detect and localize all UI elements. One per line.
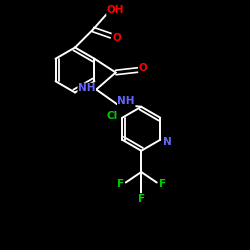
Text: NH: NH bbox=[118, 96, 135, 106]
Text: NH: NH bbox=[78, 83, 96, 93]
Text: Cl: Cl bbox=[106, 111, 117, 121]
Text: O: O bbox=[139, 63, 147, 73]
Text: O: O bbox=[112, 33, 121, 43]
Text: OH: OH bbox=[107, 5, 124, 15]
Text: F: F bbox=[159, 179, 166, 189]
Text: F: F bbox=[138, 194, 145, 204]
Text: N: N bbox=[163, 137, 172, 147]
Text: F: F bbox=[117, 179, 124, 189]
